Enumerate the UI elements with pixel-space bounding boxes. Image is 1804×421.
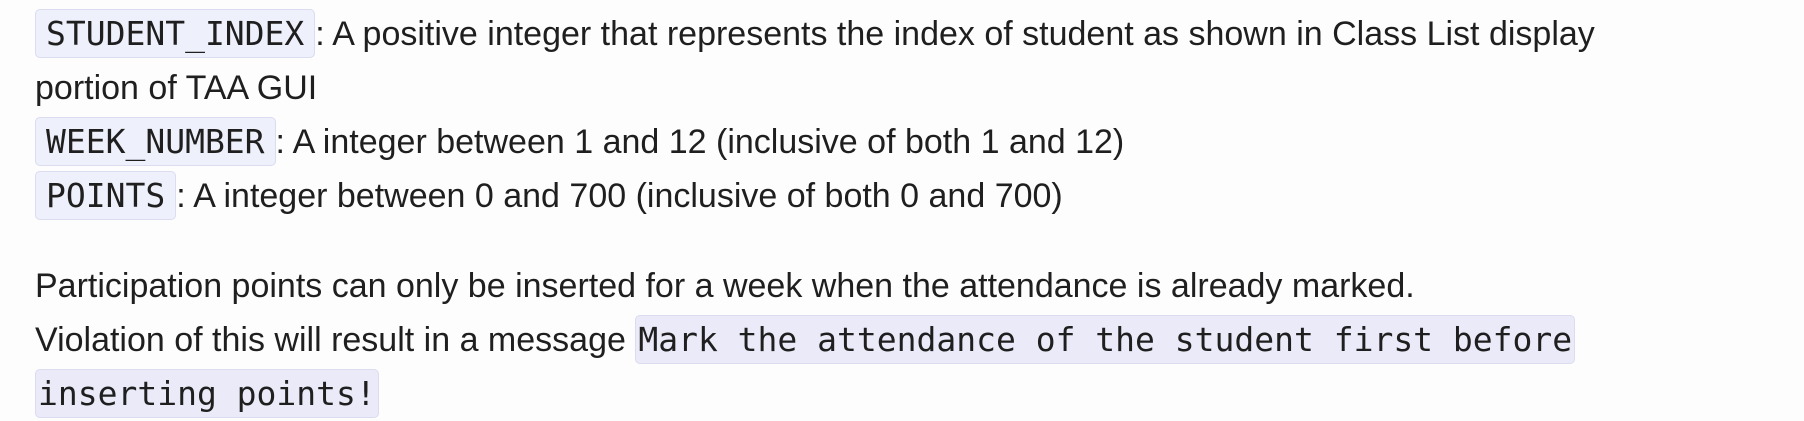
paragraph-gap (35, 223, 1755, 259)
param-name-student-index: STUDENT_INDEX (35, 9, 316, 58)
note-text: Participation points can only be inserte… (35, 267, 1415, 305)
param-student-index: STUDENT_INDEX: A positive integer that r… (35, 7, 1755, 61)
param-description-week-number: : A integer between 1 and 12 (inclusive … (275, 123, 1125, 161)
note-line-2: Violation of this will result in a messa… (35, 313, 1755, 367)
param-points: POINTS: A integer between 0 and 700 (inc… (35, 169, 1755, 223)
param-description-points: : A integer between 0 and 700 (inclusive… (176, 177, 1063, 215)
document-content: STUDENT_INDEX: A positive integer that r… (35, 7, 1755, 421)
error-message-part-2: inserting points! (35, 369, 379, 418)
param-name-points: POINTS (35, 171, 177, 220)
error-message-part-1: Mark the attendance of the student first… (635, 315, 1576, 364)
param-description-student-index-continued: portion of TAA GUI (35, 69, 318, 107)
note-line-3: inserting points! (35, 367, 1755, 421)
note-message-prefix: Violation of this will result in a messa… (35, 321, 636, 359)
note-line-1: Participation points can only be inserte… (35, 259, 1755, 313)
param-student-index-continuation: portion of TAA GUI (35, 61, 1755, 115)
param-week-number: WEEK_NUMBER: A integer between 1 and 12 … (35, 115, 1755, 169)
param-name-week-number: WEEK_NUMBER (35, 117, 276, 166)
param-description-student-index: : A positive integer that represents the… (315, 15, 1595, 53)
